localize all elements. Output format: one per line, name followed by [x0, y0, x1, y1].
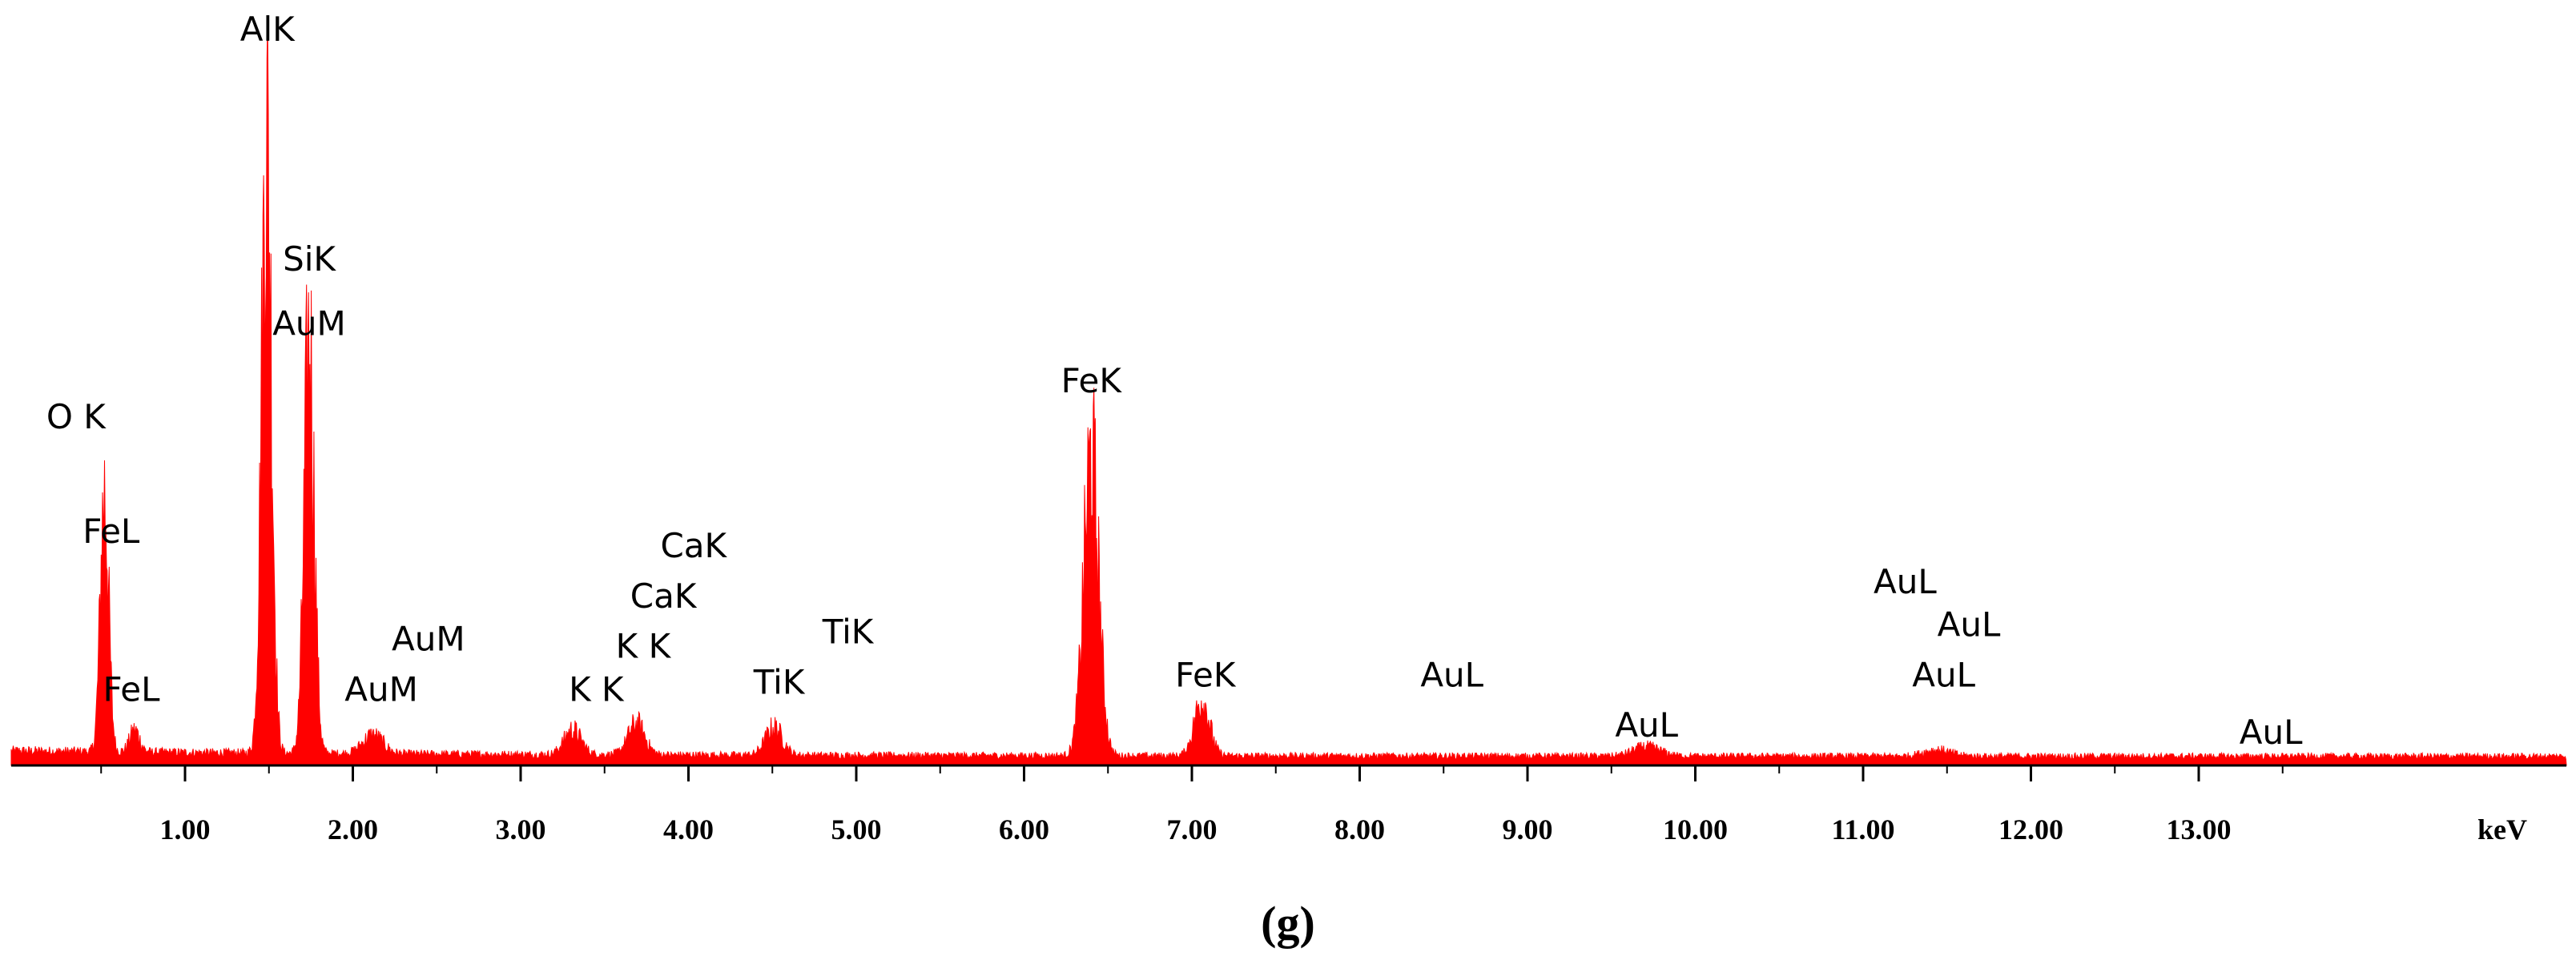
x-tick-label: 11.00 [1831, 813, 1894, 846]
peak-label: TiK [822, 613, 875, 652]
peak-label: AuL [2240, 713, 2303, 752]
x-tick-label: 10.00 [1663, 813, 1728, 846]
x-tick-label: 7.00 [1167, 813, 1218, 846]
x-tick-label: 4.00 [663, 813, 714, 846]
x-tick-label: 6.00 [999, 813, 1049, 846]
peak-label: O K [46, 397, 107, 436]
panel-label: (g) [1261, 897, 1315, 949]
peak-label: AuL [1874, 562, 1937, 601]
peak-label: CaK [630, 576, 698, 616]
peak-label: AlK [240, 10, 296, 49]
peak-label: K K [569, 669, 625, 709]
peak-label: AuL [1912, 655, 1975, 694]
peak-label: FeK [1061, 361, 1123, 400]
peak-label: FeL [83, 512, 140, 551]
x-axis-unit-label: keV [2477, 813, 2527, 846]
peak-label: CaK [660, 526, 727, 565]
peak-label: AuL [1615, 705, 1678, 745]
x-axis-ticks: 1.00 2.00 3.00 4.00 5.00 6.00 7.00 8.00 9.00 10.0… [100, 765, 2284, 846]
peak-label: AuL [1420, 655, 1483, 694]
x-tick-label: 1.00 [160, 813, 211, 846]
peak-label: AuM [272, 303, 346, 343]
peak-labels: AlK SiK AuM O K FeL FeL AuM AuM CaK CaK K KK K TiK T… [46, 10, 2303, 752]
peak-label: FeL [103, 669, 160, 709]
peak-label: FeK [1175, 655, 1237, 694]
x-tick-label: 9.00 [1503, 813, 1553, 846]
spectrum-series [10, 18, 2567, 766]
spectrum-area [10, 18, 2567, 766]
x-tick-label: 8.00 [1334, 813, 1385, 846]
peak-label: K K [616, 627, 672, 666]
x-tick-label: 2.00 [328, 813, 378, 846]
x-tick-label: 12.00 [1998, 813, 2063, 846]
peak-label: AuM [392, 620, 465, 659]
peak-label: AuM [344, 669, 418, 709]
peak-label: SiK [283, 239, 336, 279]
x-tick-label: 13.00 [2167, 813, 2232, 846]
x-tick-label: 5.00 [831, 813, 882, 846]
x-tick-label: 3.00 [496, 813, 546, 846]
peak-label: TiK [753, 662, 806, 701]
peak-label: AuL [1938, 605, 2001, 645]
